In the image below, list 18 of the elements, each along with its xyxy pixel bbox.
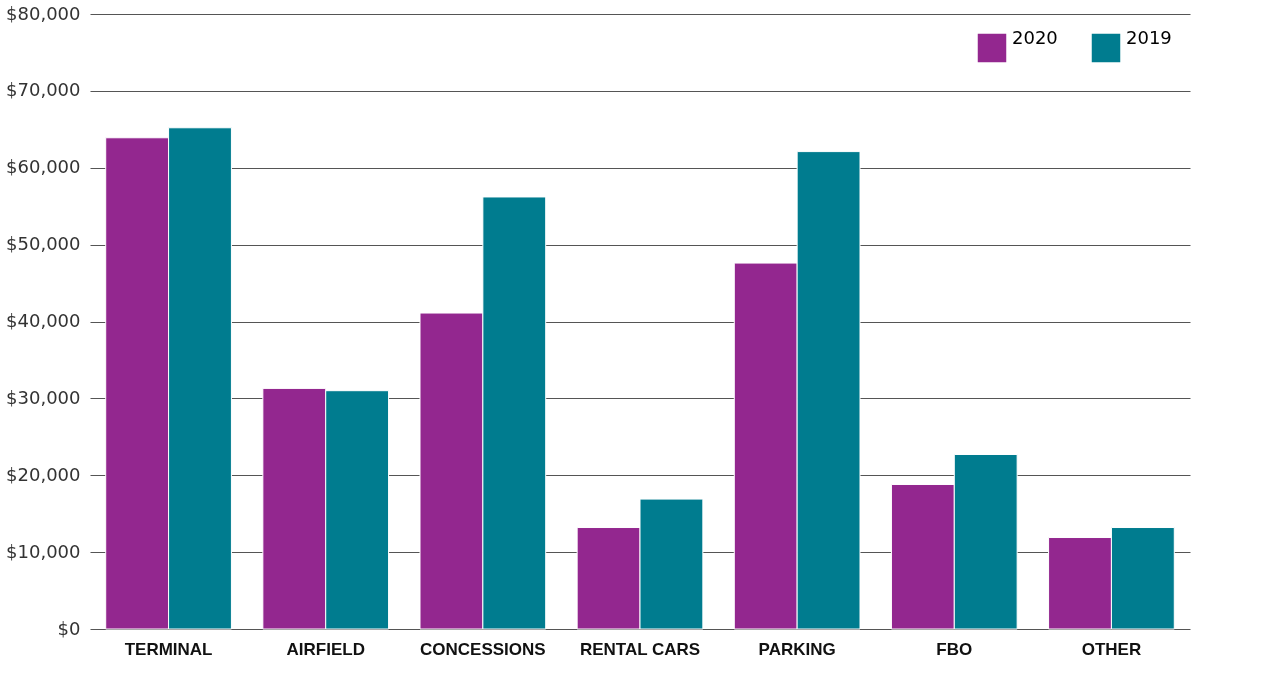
legend-label: 2020 [1012, 27, 1058, 48]
y-tick-label: $50,000 [6, 233, 81, 255]
x-tick-label: PARKING [758, 639, 836, 659]
legend-label: 2019 [1126, 27, 1172, 48]
y-tick-label: $80,000 [6, 2, 81, 24]
y-tick-label: $30,000 [6, 386, 81, 408]
x-tick-label: RENTAL CARS [579, 639, 701, 659]
x-tick-label: OTHER [1081, 639, 1142, 659]
y-tick-label: $0 [57, 617, 81, 639]
y-tick-label: $40,000 [6, 310, 81, 331]
y-tick-label: $60,000 [6, 156, 81, 178]
x-tick-label: FBO [936, 639, 973, 659]
x-tick-label: AIRFIELD [286, 639, 365, 659]
y-tick-label: $20,000 [6, 463, 81, 485]
y-tick-label: $70,000 [6, 79, 81, 101]
y-tick-label: $10,000 [6, 540, 81, 562]
x-tick-label: CONCESSIONS [420, 639, 546, 659]
x-tick-label: TERMINAL [124, 639, 213, 659]
